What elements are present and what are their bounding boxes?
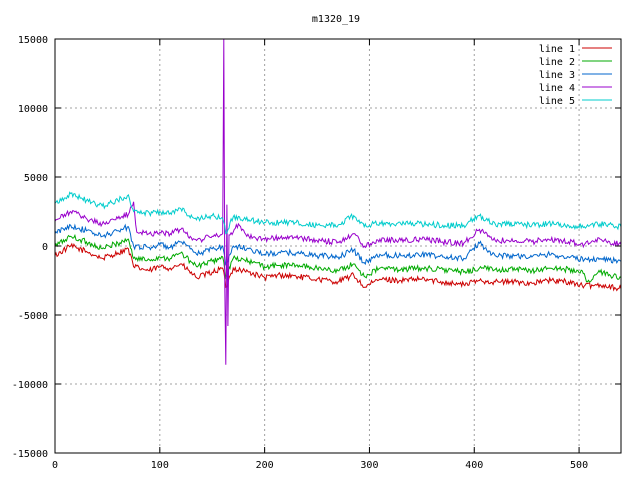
y-tick-label: 10000 [18,104,48,115]
y-tick-label: 0 [42,242,48,253]
series-layer [54,38,622,365]
legend-label: line 4 [539,83,575,94]
y-tick-label: -5000 [18,311,48,322]
x-tick-label: 400 [465,460,483,471]
x-tick-label: 500 [570,460,588,471]
x-tick-label: 300 [360,460,378,471]
series-line-5 [54,191,622,235]
legend-label: line 1 [539,44,575,55]
legend-label: line 3 [539,70,575,81]
x-tick-label: 200 [256,460,274,471]
grid [55,39,621,453]
x-tick-label: 0 [52,460,58,471]
series-line-3 [54,223,622,266]
series-line-4 [54,38,622,365]
legend-label: line 2 [539,57,575,68]
legend-label: line 5 [539,96,575,107]
legend: line 1 line 2 line 3 line 4 line 5 [539,44,612,107]
y-tick-label: -10000 [12,380,48,391]
y-tick-label: 5000 [24,173,48,184]
series-line-2 [54,233,622,283]
y-tick-label: -15000 [12,449,48,460]
x-tick-label: 100 [151,460,169,471]
y-tick-label: 15000 [18,35,48,46]
axis-ticks: 0 100 200 300 400 500 -15000 -10000 -5000 0 5000 10… [12,35,621,471]
chart-title: m1320_19 [312,14,360,25]
series-line-1 [54,242,622,292]
